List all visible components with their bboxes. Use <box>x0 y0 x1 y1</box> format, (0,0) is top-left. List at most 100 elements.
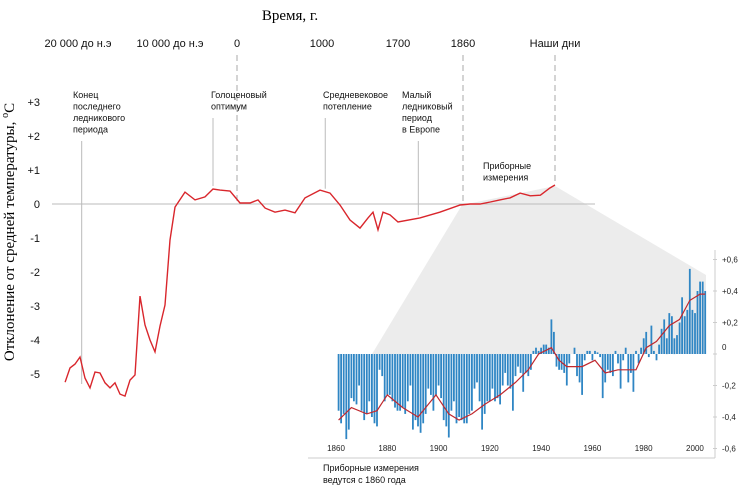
y-tick-label: -5 <box>30 369 40 381</box>
anomaly-bar <box>440 354 442 399</box>
anomaly-bar <box>694 313 696 354</box>
anomaly-bar <box>419 354 422 433</box>
anomaly-bar <box>496 354 499 399</box>
anomaly-bar <box>704 291 707 354</box>
inset-y-tick-label: +0,2 <box>722 319 738 328</box>
anomaly-bar <box>447 354 450 438</box>
y-tick-label: +1 <box>27 165 40 177</box>
anomaly-bar <box>642 338 645 355</box>
anomaly-bar <box>606 354 609 370</box>
x-tick-label: 10 000 до н.э <box>136 38 203 50</box>
anomaly-bar <box>437 354 440 386</box>
anomaly-bar <box>563 354 566 373</box>
x-tick-label: 20 000 до н.э <box>44 38 111 50</box>
anomaly-bar <box>417 354 419 427</box>
anomaly-bar <box>486 354 489 402</box>
anomaly-bar <box>494 354 496 402</box>
anomaly-bar <box>360 354 363 411</box>
anomaly-bar <box>550 319 553 354</box>
inset-y-tick-label: +0,6 <box>722 256 738 265</box>
annotation: Приборные измерения <box>483 161 531 183</box>
anomaly-bar <box>376 354 378 427</box>
anomaly-bar <box>504 354 507 373</box>
anomaly-bar <box>619 354 622 389</box>
x-tick-label: 1700 <box>386 38 410 50</box>
anomaly-bar <box>445 354 448 427</box>
anomaly-bar <box>412 354 414 430</box>
anomaly-bar <box>506 354 509 386</box>
anomaly-bar <box>378 354 381 370</box>
anomaly-bar <box>373 354 376 424</box>
annotation-text: в Европе <box>402 125 440 135</box>
svg-text:Отклонение от средней температ: Отклонение от средней температуры, oC <box>0 103 18 361</box>
annotation: Голоценовый оптимум <box>211 90 267 187</box>
anomaly-bar <box>553 331 555 354</box>
smoothed-line <box>338 293 706 421</box>
anomaly-bar <box>355 354 358 405</box>
anomaly-bar <box>458 354 460 417</box>
anomaly-bar <box>547 347 550 354</box>
anomaly-bar <box>430 354 432 395</box>
anomaly-bar <box>594 350 596 354</box>
anomaly-bar <box>512 354 514 411</box>
inset-x-tick-label: 1920 <box>481 444 499 453</box>
x-tick-label: Наши дни <box>530 38 581 50</box>
anomaly-bar <box>637 354 640 364</box>
inset-y-tick-label: +0,4 <box>722 287 738 296</box>
anomaly-bar <box>696 291 699 354</box>
anomaly-bar <box>340 354 342 424</box>
y-tick-label: -4 <box>30 335 40 347</box>
anomaly-bar <box>660 328 663 354</box>
anomaly-bar <box>665 338 668 355</box>
y-tick-label: -3 <box>30 301 40 313</box>
anomaly-bar <box>514 354 517 377</box>
anomaly-bar <box>671 316 673 354</box>
anomaly-bar <box>540 347 542 354</box>
anomaly-bar <box>617 354 619 364</box>
anomaly-bar <box>463 354 466 424</box>
anomaly-bar <box>460 354 463 421</box>
annotation-text: измерения <box>483 173 528 183</box>
anomaly-bar <box>465 354 468 424</box>
anomaly-bar <box>599 354 601 358</box>
inset-x-tick-label: 2000 <box>686 444 704 453</box>
anomaly-bar <box>537 350 540 354</box>
anomaly-bar <box>455 354 458 424</box>
annotation-text: период <box>402 113 433 123</box>
anomaly-bar <box>342 354 345 414</box>
anomaly-bar <box>337 354 340 411</box>
anomaly-bar <box>481 354 483 430</box>
anomaly-bar <box>624 347 627 354</box>
anomaly-bar <box>581 354 583 395</box>
annotation-text: ледниковый <box>402 102 453 112</box>
anomaly-bar <box>632 354 635 392</box>
anomaly-bar <box>483 354 486 414</box>
y-tick-label: -2 <box>30 267 40 279</box>
anomaly-bar <box>576 354 578 377</box>
anomaly-bar <box>522 354 525 392</box>
anomaly-bar <box>368 354 371 402</box>
anomaly-bar <box>658 344 660 354</box>
anomaly-bar <box>388 354 391 395</box>
anomaly-bar <box>647 354 650 358</box>
anomaly-bar <box>558 354 560 370</box>
anomaly-bar <box>630 354 632 373</box>
anomaly-bar <box>501 354 504 386</box>
anomaly-bar <box>345 354 348 440</box>
anomaly-bar <box>688 268 691 354</box>
annotation-text: периода <box>73 125 108 135</box>
anomaly-bar <box>396 354 399 411</box>
anomaly-bar <box>386 354 389 395</box>
x-tick-label: 1860 <box>451 38 475 50</box>
anomaly-bar <box>401 354 404 408</box>
inset-y-tick-label: 0 <box>722 343 727 352</box>
anomaly-bar <box>363 354 366 421</box>
anomaly-bar <box>519 354 522 373</box>
anomaly-bar <box>473 354 476 389</box>
anomaly-bar <box>681 297 683 354</box>
anomaly-bar <box>701 281 704 354</box>
anomaly-bar <box>404 354 407 414</box>
anomaly-bar <box>573 347 576 354</box>
anomaly-bar <box>383 354 386 402</box>
anomaly-bar <box>350 354 353 399</box>
